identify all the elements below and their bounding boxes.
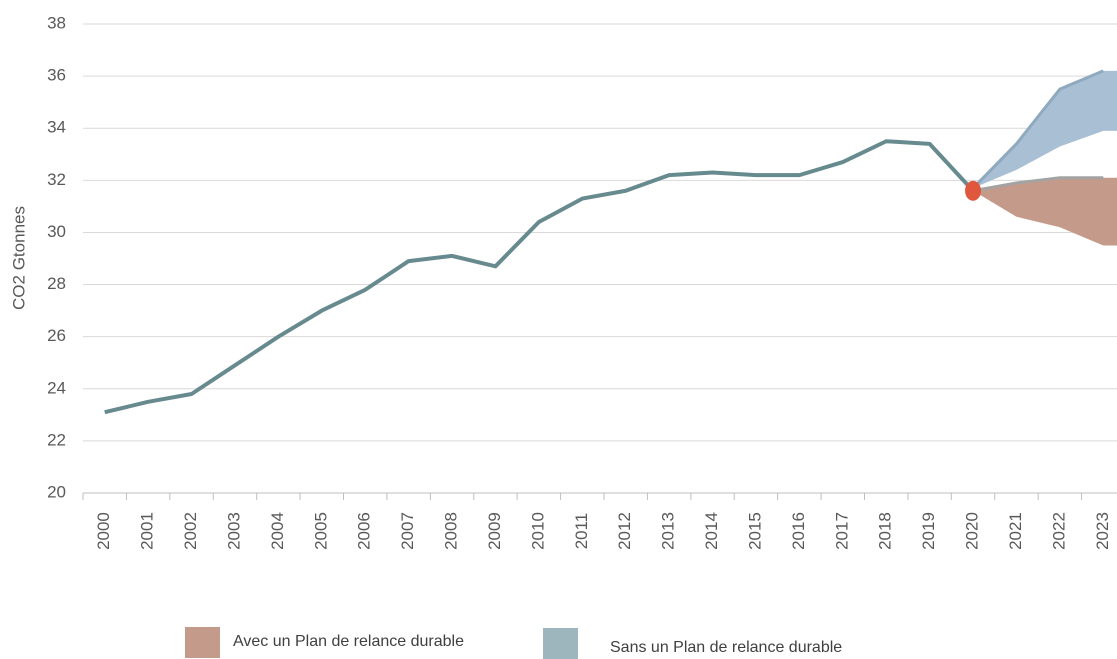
y-tick-label: 32 (47, 170, 66, 189)
y-tick-label: 30 (47, 222, 66, 241)
y-tick-label: 20 (47, 482, 66, 501)
band-edge (971, 69, 1104, 190)
x-tick-label: 2018 (876, 512, 895, 550)
x-tick-label: 2001 (138, 512, 157, 550)
band-edge (972, 176, 1104, 193)
legend-label: Avec un Plan de relance durable (233, 633, 464, 650)
legend-swatch (185, 627, 220, 658)
y-tick-label: 38 (47, 13, 66, 32)
x-tick-label: 2011 (572, 513, 591, 550)
x-tick-label: 2007 (398, 512, 417, 550)
y-axis-label: CO2 Gtonnes (9, 206, 28, 310)
x-tick-label: 2008 (442, 512, 461, 550)
y-tick-label: 28 (47, 274, 66, 293)
x-tick-label: 2019 (919, 512, 938, 550)
x-tick-label: 2005 (311, 512, 330, 550)
x-tick-label: 2023 (1093, 512, 1112, 550)
x-tick-label: 2010 (528, 512, 547, 550)
y-tick-label: 34 (47, 118, 66, 137)
x-tick-label: 2015 (745, 512, 764, 550)
x-tick-label: 2004 (268, 512, 287, 550)
y-tick-label: 24 (47, 378, 66, 397)
x-tick-label: 2006 (355, 512, 374, 550)
x-tick-label: 2000 (94, 512, 113, 550)
y-tick-label: 36 (47, 66, 66, 85)
y-tick-label: 26 (47, 326, 66, 345)
plot (104, 69, 1117, 415)
x-tick-label: 2014 (702, 512, 721, 550)
legend-label: Sans un Plan de relance durable (610, 639, 842, 656)
x-tick-label: 2016 (789, 512, 808, 550)
x-tick-label: 2012 (615, 512, 634, 550)
x-tick-label: 2002 (181, 512, 200, 550)
y-tick-label: 22 (47, 430, 66, 449)
x-tick-label: 2013 (659, 512, 678, 550)
marker (965, 180, 982, 201)
legend-swatch (543, 628, 578, 659)
line (104, 139, 975, 415)
x-tick-label: 2021 (1006, 512, 1025, 550)
x-tick-label: 2017 (832, 512, 851, 550)
band (973, 177, 1117, 246)
x-tick-label: 2003 (224, 512, 243, 550)
x-tick-label: 2020 (963, 512, 982, 550)
x-tick-label: 2022 (1049, 512, 1068, 550)
band (973, 70, 1117, 189)
x-tick-label: 2009 (485, 512, 504, 550)
